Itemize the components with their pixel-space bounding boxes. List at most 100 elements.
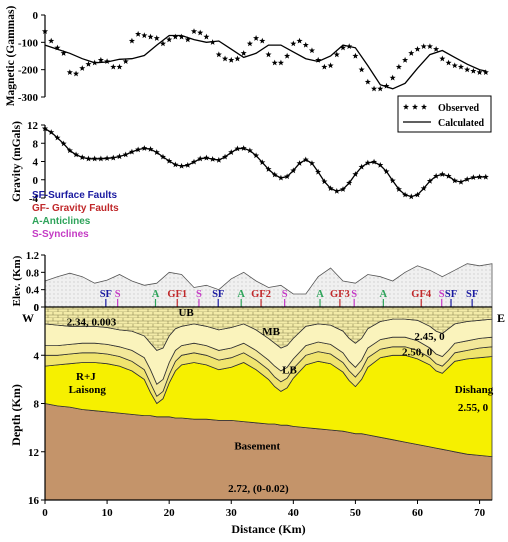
gravity-observed-point (104, 155, 111, 161)
gravity-observed-point (190, 158, 198, 165)
gravity-observed-point (364, 159, 371, 166)
gravity-observed-point (178, 162, 185, 169)
magnetic-observed-point (48, 37, 55, 44)
magnetic-observed-point (271, 59, 278, 66)
distance-x-axis-label: Distance (Km) (231, 522, 305, 536)
structure-legend-item: SF-Surface Faults (32, 190, 117, 201)
legend-observed-symbol (402, 103, 410, 110)
magnetic-observed-point (110, 63, 117, 70)
distance-x-tick-label: 0 (42, 507, 48, 519)
legend-calculated-label: Calculated (438, 118, 485, 129)
gravity-y-tick-label: 4 (33, 157, 39, 169)
magnetic-observed-point (451, 62, 458, 69)
magnetic-observed-point (327, 62, 334, 69)
magnetic-observed-point (209, 39, 216, 45)
structure-marker-label: GF3 (330, 289, 350, 300)
gravity-observed-point (482, 173, 489, 180)
gravity-observed-point (234, 145, 241, 152)
section-annotation: 2.45, 0 (414, 331, 445, 343)
gravity-observed-point (265, 166, 272, 172)
magnetic-observed-point (116, 63, 123, 70)
structure-marker-label: GF1 (167, 289, 187, 300)
magnetic-observed-point (141, 32, 148, 39)
gravity-observed-point (464, 176, 471, 182)
section-annotation: 2.55, 0 (458, 402, 489, 414)
gravity-observed-point (389, 177, 396, 184)
gravity-observed-point (253, 152, 260, 159)
gravity-observed-point (128, 148, 135, 155)
gravity-observed-point (79, 154, 86, 160)
structure-marker-label: A (316, 289, 324, 300)
gravity-observed-point (457, 178, 464, 185)
gravity-observed-point (209, 156, 216, 162)
elevation-y-tick-label: 0.4 (26, 286, 40, 297)
structure-marker-label: GF4 (411, 289, 432, 300)
magnetic-y-tick-label: -200 (18, 65, 39, 77)
distance-x-tick-label: 10 (102, 507, 114, 519)
magnetic-y-tick-label: -300 (18, 92, 39, 104)
magnetic-legend-box (397, 95, 492, 133)
structure-legend-item: A-Anticlines (32, 216, 91, 227)
magnetic-y-tick-label: 0 (33, 10, 39, 22)
magnetic-observed-point (184, 36, 191, 43)
magnetic-observed-point (228, 56, 235, 63)
structure-marker-label: SF (100, 289, 112, 300)
gravity-observed-point (439, 171, 446, 177)
magnetic-observed-point (79, 65, 86, 71)
magnetic-observed-point (290, 40, 297, 47)
gravity-y-tick-label: 12 (27, 120, 39, 132)
depth-y-tick-label: 16 (28, 495, 40, 507)
elevation-topography-area (44, 263, 493, 308)
gravity-observed-point (222, 153, 229, 160)
distance-x-tick-label: 60 (412, 507, 424, 519)
gravity-observed-point (470, 174, 477, 181)
section-annotation: 2.72, (0-0.02) (228, 483, 289, 495)
structure-marker-label: S (196, 289, 202, 300)
elevation-y-axis-label: Elev. (Km) (11, 255, 23, 306)
section-annotation: LB (282, 365, 297, 377)
gravity-observed-point (352, 171, 359, 177)
gravity-observed-point (315, 168, 322, 175)
gravity-observed-point (302, 156, 309, 163)
gravity-observed-point (73, 151, 80, 158)
magnetic-observed-point (352, 52, 359, 59)
gravity-observed-point (197, 155, 204, 162)
gravity-observed-point (308, 160, 315, 166)
west-label: W (22, 311, 34, 325)
gravity-observed-point (184, 161, 191, 168)
magnetic-observed-point (203, 33, 210, 40)
magnetic-observed-point (66, 69, 73, 75)
magnetic-observed-point (197, 29, 204, 36)
magnetic-observed-point (433, 45, 440, 52)
distance-x-tick-label: 40 (288, 507, 300, 519)
gravity-observed-point (240, 145, 247, 151)
gravity-observed-point (333, 187, 340, 194)
section-annotation: R+J (76, 371, 96, 383)
gravity-observed-point (420, 185, 427, 192)
depth-y-tick-label: 0 (34, 302, 40, 314)
gravity-observed-point (203, 154, 210, 161)
gravity-calculated-line (44, 128, 486, 198)
gravity-observed-point (159, 153, 166, 160)
legend-observed-symbol (411, 103, 419, 110)
gravity-observed-point (54, 134, 61, 141)
structure-marker-label: S (115, 289, 121, 300)
magnetic-observed-point (259, 37, 266, 44)
magnetic-observed-point (402, 56, 409, 63)
legend-observed-symbol (420, 103, 428, 110)
gravity-observed-point (402, 191, 409, 198)
section-annotation: MB (262, 326, 280, 338)
gravity-observed-point (346, 179, 353, 186)
gravity-observed-point (172, 161, 179, 168)
magnetic-observed-point (457, 63, 464, 70)
magnetic-observed-point (41, 28, 49, 34)
legend-observed-label: Observed (438, 103, 480, 114)
gravity-observed-point (110, 154, 117, 161)
magnetic-observed-point (97, 56, 104, 63)
elevation-y-tick-label: 1.2 (26, 251, 39, 262)
gravity-observed-point (426, 177, 433, 184)
structure-marker-label: A (237, 289, 245, 300)
gravity-observed-point (408, 193, 415, 200)
gravity-observed-point (290, 167, 297, 174)
